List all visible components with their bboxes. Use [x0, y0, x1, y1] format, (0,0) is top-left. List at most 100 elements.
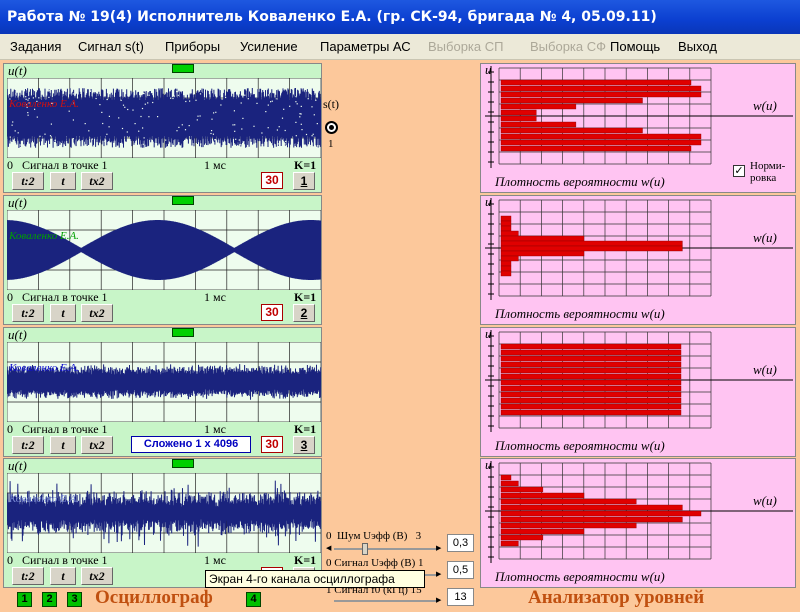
histogram-bar — [500, 265, 512, 272]
count-field[interactable]: 30 — [261, 436, 283, 453]
histogram-bar — [500, 270, 512, 277]
menu-help[interactable]: Помощь — [610, 39, 661, 54]
oscilloscope-screen[interactable]: Коваленко Е.А. — [7, 473, 321, 553]
oscilloscope-screen[interactable]: Коваленко Е.А. — [7, 342, 321, 422]
count-field[interactable]: 30 — [261, 172, 283, 189]
time-button[interactable]: t — [50, 436, 76, 454]
menu-gain[interactable]: Усиление — [240, 39, 298, 54]
window-title: Работа № 19(4) Исполнитель Коваленко Е.А… — [0, 0, 800, 34]
histogram-bar — [500, 385, 682, 392]
oscilloscope-screen[interactable]: Коваленко Е.А. — [7, 78, 321, 158]
histogram-bar — [500, 391, 682, 398]
channel-select-4[interactable]: 4 — [246, 592, 261, 607]
waveform-trace — [7, 364, 321, 400]
histogram-bar — [500, 79, 692, 86]
time-half-button[interactable]: t:2 — [12, 436, 44, 454]
noise-value[interactable]: 0,3 — [447, 534, 474, 552]
menu-bar: Задания Сигнал s(t) Приборы Усиление Пар… — [0, 34, 800, 60]
histogram-bar — [500, 215, 512, 222]
time-half-button[interactable]: t:2 — [12, 304, 44, 322]
menu-exit[interactable]: Выход — [678, 39, 717, 54]
noise-slider[interactable]: ◀ ▶ — [326, 543, 444, 555]
point-label: 0 Сигнал в точке 1 — [7, 290, 108, 304]
time-label: 1 мс — [204, 422, 226, 436]
normalize-label: Норми-ровка — [750, 160, 786, 184]
oscilloscope-screen[interactable]: Коваленко Е.А. — [7, 210, 321, 290]
analyzer-u-label: u — [485, 62, 492, 77]
axis-label: u(t) — [8, 458, 27, 473]
analyzer-channel-3: u w(u) Плотность вероятности w(u) — [480, 326, 796, 457]
point-label: 0 Сигнал в точке 1 — [7, 422, 108, 436]
density-label: Плотность вероятности w(u) — [495, 306, 665, 321]
histogram-bar — [500, 498, 637, 505]
time-double-button[interactable]: tx2 — [81, 567, 113, 585]
channel-select-3[interactable]: 3 — [67, 592, 82, 607]
histogram-bar — [500, 260, 512, 267]
waveform-trace — [7, 87, 321, 149]
signal-amp-value[interactable]: 0,5 — [447, 561, 474, 579]
histogram-bar — [500, 361, 682, 368]
performer-name: Коваленко Е.А. — [9, 493, 79, 505]
histogram-bar — [500, 127, 643, 134]
time-label: 1 мс — [204, 553, 226, 567]
histogram-bar — [500, 504, 683, 511]
gain-label: K=1 — [294, 553, 317, 567]
menu-tasks[interactable]: Задания — [10, 39, 62, 54]
time-double-button[interactable]: tx2 — [81, 304, 113, 322]
channel-select-1[interactable]: 1 — [17, 592, 32, 607]
time-double-button[interactable]: tx2 — [81, 172, 113, 190]
histogram-bar — [500, 139, 702, 146]
analyzer-u-label: u — [485, 194, 492, 209]
analyzer-u-label: u — [485, 457, 492, 472]
noise-control-label: 0 Шум Uэфф (В) 3 — [326, 530, 422, 542]
signal-label: s(t) — [323, 97, 339, 111]
analyzer-channel-4: u w(u) Плотность вероятности w(u) — [480, 457, 796, 588]
waveform-trace — [7, 219, 321, 281]
menu-instruments[interactable]: Приборы — [165, 39, 221, 54]
time-button[interactable]: t — [50, 304, 76, 322]
channel-indicator — [172, 459, 194, 468]
menu-parameters[interactable]: Параметры АС — [320, 39, 411, 54]
histogram-bar — [500, 245, 683, 252]
time-half-button[interactable]: t:2 — [12, 172, 44, 190]
histogram-bar — [500, 528, 585, 535]
signal-freq-slider[interactable]: ▶ — [326, 597, 444, 605]
histogram-bar — [500, 522, 637, 529]
axis-label: u(t) — [8, 63, 27, 78]
time-button[interactable]: t — [50, 567, 76, 585]
waveform-trace — [7, 480, 321, 547]
histogram-bar — [500, 220, 512, 227]
channel-select-2[interactable]: 2 — [42, 592, 57, 607]
analyzer-channel-2: u w(u) Плотность вероятности w(u) — [480, 194, 796, 325]
analyzer-w-label: w(u) — [753, 362, 777, 377]
point-label: 0 Сигнал в точке 1 — [7, 553, 108, 567]
histogram-bar — [500, 534, 544, 541]
histogram-bar — [500, 355, 682, 362]
histogram-bar — [500, 343, 682, 350]
signal-radio[interactable] — [325, 121, 338, 134]
time-double-button[interactable]: tx2 — [81, 436, 113, 454]
time-button[interactable]: t — [50, 172, 76, 190]
channel-button[interactable]: 3 — [293, 436, 315, 454]
channel-button[interactable]: 1 — [293, 172, 315, 190]
histogram-bar — [500, 103, 577, 110]
oscilloscope-channel-3: u(t) Коваленко Е.А. 0 Сигнал в точке 1 1 мс… — [3, 327, 322, 457]
count-field[interactable]: 30 — [261, 304, 283, 321]
axis-label: u(t) — [8, 195, 27, 210]
oscilloscope-channel-1: u(t) Коваленко Е.А. 0 Сигнал в точке 1 1 мс… — [3, 63, 322, 193]
histogram-bar — [500, 397, 682, 404]
time-half-button[interactable]: t:2 — [12, 567, 44, 585]
channel-button[interactable]: 2 — [293, 304, 315, 322]
normalize-checkbox[interactable]: ✓ — [733, 165, 745, 177]
analyzer-w-label: w(u) — [753, 230, 777, 245]
time-label: 1 мс — [204, 290, 226, 304]
signal-amp-label: 0 Сигнал Uэфф (В) 1 — [326, 557, 424, 569]
menu-signal[interactable]: Сигнал s(t) — [78, 39, 144, 54]
oscilloscope-channel-4: u(t) Коваленко Е.А. 0 Сигнал в точке 1 1 мс… — [3, 458, 322, 588]
histogram-bar — [500, 367, 682, 374]
density-label: Плотность вероятности w(u) — [495, 438, 665, 453]
time-label: 1 мс — [204, 158, 226, 172]
histogram-bar — [500, 516, 683, 523]
signal-freq-value[interactable]: 13 — [447, 588, 474, 606]
menu-sample-sp: Выборка СП — [428, 39, 504, 54]
